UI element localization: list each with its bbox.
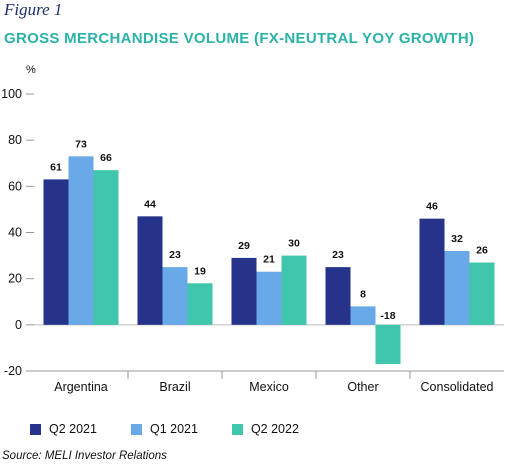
bar-data-label: 66: [100, 152, 112, 164]
y-tick-label: -20: [4, 364, 22, 378]
bar-q1-2021: [444, 250, 470, 325]
chart-title: GROSS MERCHANDISE VOLUME (FX-NEUTRAL YOY…: [4, 30, 475, 47]
y-axis-unit-label: %: [26, 64, 36, 76]
bar-data-label: -18: [380, 310, 395, 322]
bar-data-label: 23: [332, 249, 344, 261]
bar-data-label: 46: [426, 201, 438, 213]
bar-q1-2021: [162, 267, 188, 325]
x-category-label: Brazil: [159, 380, 190, 394]
bar-data-label: 29: [238, 240, 250, 252]
legend-item: Q1 2021: [130, 422, 198, 436]
bar-data-label: 30: [288, 238, 300, 250]
bar-q2-2022: [281, 255, 307, 325]
bar-q2-2022: [187, 283, 213, 325]
chart-legend: Q2 2021 Q1 2021 Q2 2022: [30, 422, 299, 436]
bar-data-label: 21: [263, 254, 275, 266]
legend-item: Q2 2021: [30, 422, 97, 436]
y-tick-label: 60: [8, 179, 22, 193]
legend-label: Q2 2021: [49, 422, 97, 436]
bar-q1-2021: [256, 271, 282, 325]
bar-q1-2021: [350, 306, 376, 325]
bar-q2-2022: [375, 324, 401, 365]
y-tick-label: 0: [15, 318, 22, 332]
legend-label: Q1 2021: [149, 422, 198, 436]
bar-data-label: 26: [476, 245, 488, 257]
y-tick-label: 80: [8, 133, 22, 147]
bar-q2-2021: [137, 216, 163, 325]
x-category-label: Other: [347, 380, 378, 394]
figure-label: Figure 1: [4, 0, 63, 19]
bar-q2-2021: [325, 267, 351, 325]
bar-data-label: 8: [360, 288, 366, 300]
legend-label: Q2 2022: [250, 422, 299, 436]
bar-q2-2022: [93, 170, 119, 325]
bar-data-label: 19: [194, 265, 206, 277]
bar-data-label: 73: [75, 138, 87, 150]
bar-data-label: 23: [169, 249, 181, 261]
bar-data-label: 32: [451, 233, 463, 245]
y-tick-label: 100: [1, 87, 22, 101]
bar-data-label: 44: [144, 198, 156, 210]
x-category-label: Argentina: [54, 380, 108, 394]
bar-q1-2021: [68, 156, 94, 325]
bar-data-label: 61: [50, 161, 62, 173]
x-category-label: Consolidated: [421, 380, 494, 394]
source-note: Source: MELI Investor Relations: [2, 450, 167, 462]
legend-swatch: [30, 423, 41, 435]
y-tick-label: 20: [8, 272, 22, 286]
bar-q2-2022: [469, 262, 495, 325]
bar-q2-2021: [43, 179, 69, 325]
legend-item: Q2 2022: [231, 422, 299, 436]
bar-q2-2021: [231, 257, 257, 325]
y-tick-label: 40: [8, 226, 22, 240]
x-category-label: Mexico: [249, 380, 289, 394]
legend-swatch: [130, 423, 142, 435]
bar-q2-2021: [419, 218, 445, 325]
legend-swatch: [231, 423, 243, 435]
